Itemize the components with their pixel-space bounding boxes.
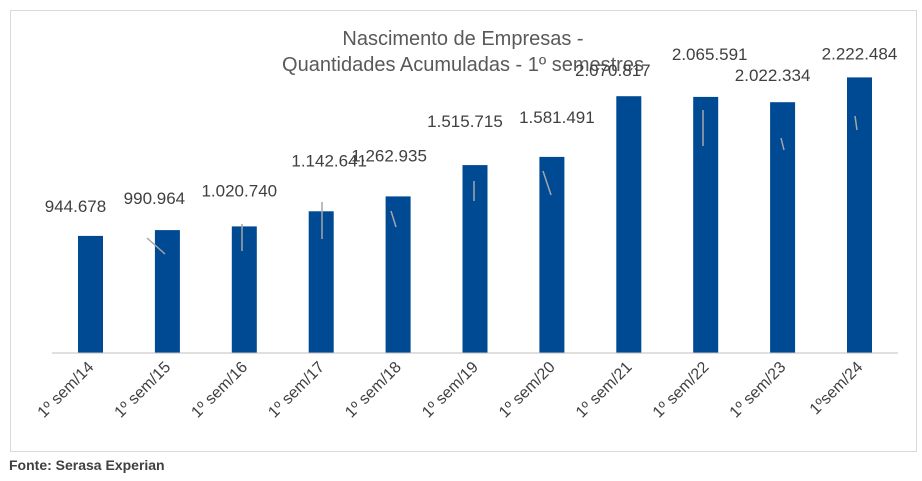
- data-label-7: 1.581.491: [519, 108, 595, 127]
- data-labels-group: 944.678 990.964 1.020.740 1.142.6411.262.93…: [45, 44, 898, 216]
- source-note: Fonte: Serasa Experian: [9, 457, 165, 473]
- leader-line-7: [542, 170, 552, 196]
- x-tick-label-8: 1º sem/21: [573, 359, 636, 422]
- bar-3: [231, 226, 257, 353]
- data-label-4: 1.142.641: [291, 151, 367, 170]
- x-tick-label-2: 1º sem/15: [112, 359, 175, 422]
- leader-lines-group: [146, 110, 858, 255]
- x-tick-label-10: 1º sem/23: [727, 359, 790, 422]
- data-label-3: 1.020.740: [201, 181, 277, 200]
- data-label-11: 2.222.484: [822, 44, 898, 63]
- leader-line-11: [854, 115, 858, 131]
- bar-9: [693, 96, 719, 354]
- bar-chart: Nascimento de Empresas - Quantidades Acu…: [35, 28, 898, 422]
- leader-line-5: [390, 210, 397, 228]
- x-tick-label-9: 1º sem/22: [650, 359, 713, 422]
- bar-7: [539, 156, 565, 353]
- chart-title-line-2: Quantidades Acumuladas - 1º semestres: [282, 54, 644, 76]
- x-tick-label-1: 1º sem/14: [35, 359, 98, 422]
- chart-title-line-1: Nascimento de Empresas -: [342, 28, 583, 50]
- data-label-9: 2.065.591: [672, 45, 748, 64]
- x-tick-label-3: 1º sem/16: [188, 359, 251, 422]
- bar-5: [385, 196, 411, 353]
- data-label-2: 990.964: [124, 189, 185, 208]
- bars-group: [78, 77, 872, 354]
- data-label-10: 2.022.334: [735, 66, 811, 85]
- bar-1: [78, 235, 103, 353]
- bar-2: [154, 230, 180, 353]
- data-label-6: 1.515.715: [427, 112, 503, 131]
- bar-10: [770, 102, 796, 353]
- x-tick-label-11: 1ºsem/24: [807, 359, 867, 419]
- data-label-5: 1.262.935: [351, 146, 427, 165]
- bar-6: [462, 165, 488, 353]
- bar-8: [616, 96, 642, 353]
- x-tick-label-5: 1º sem/18: [342, 359, 405, 422]
- x-tick-labels-group: 1º sem/14 1º sem/15 1º sem/16 1º sem/17 1º s…: [35, 359, 867, 422]
- x-tick-label-6: 1º sem/19: [419, 359, 482, 422]
- bar-4: [308, 211, 334, 353]
- leader-line-2: [146, 237, 166, 255]
- data-label-8: 2.070.817: [575, 61, 651, 80]
- data-label-1: 944.678: [45, 197, 106, 216]
- leader-line-10: [780, 137, 785, 151]
- bar-11: [847, 77, 872, 354]
- x-tick-label-4: 1º sem/17: [265, 359, 328, 422]
- x-tick-label-7: 1º sem/20: [496, 359, 559, 422]
